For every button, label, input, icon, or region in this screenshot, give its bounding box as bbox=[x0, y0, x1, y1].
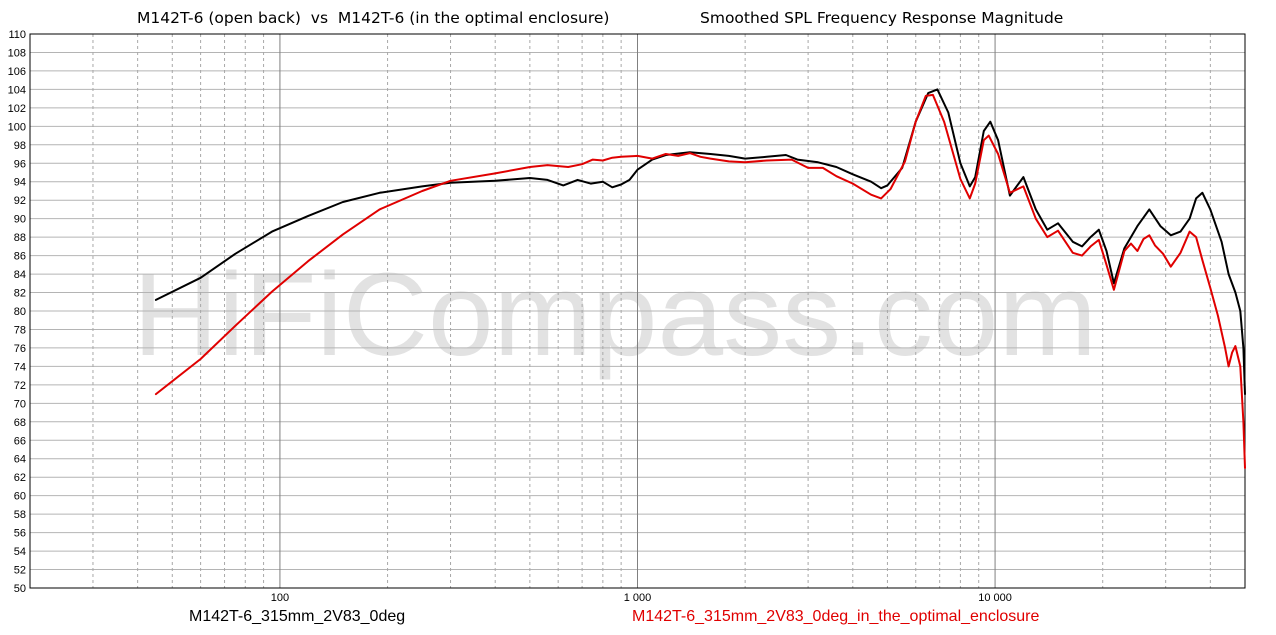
y-tick-label: 54 bbox=[14, 546, 26, 558]
y-tick-label: 72 bbox=[14, 380, 26, 392]
x-tick-label: 1 000 bbox=[624, 592, 652, 604]
y-tick-label: 100 bbox=[8, 121, 26, 133]
legend-entry-enclosure: M142T-6_315mm_2V83_0deg_in_the_optimal_e… bbox=[632, 608, 1040, 625]
y-tick-label: 50 bbox=[14, 583, 26, 595]
y-axis-ticks: 50 52 54 56 58 60 62 64 66 68 70 72 74 76 78 80 82 84 86 88… bbox=[8, 29, 26, 595]
grid-major bbox=[279, 34, 996, 588]
y-tick-label: 80 bbox=[14, 306, 26, 318]
y-tick-label: 104 bbox=[8, 84, 26, 96]
y-tick-label: 60 bbox=[14, 491, 26, 503]
y-tick-label: 78 bbox=[14, 324, 26, 336]
y-tick-label: 62 bbox=[14, 472, 26, 484]
y-tick-label: 74 bbox=[14, 361, 26, 373]
y-tick-label: 70 bbox=[14, 398, 26, 410]
y-tick-label: 84 bbox=[14, 269, 26, 281]
plot-frame bbox=[29, 33, 1246, 589]
series-line-enclosure bbox=[154, 93, 1246, 469]
y-tick-label: 102 bbox=[8, 103, 26, 115]
y-tick-label: 88 bbox=[14, 232, 26, 244]
x-axis-ticks: 100 1 000 10 000 bbox=[271, 592, 1012, 604]
chart-subtitle: Smoothed SPL Frequency Response Magnitud… bbox=[700, 9, 1064, 27]
y-tick-label: 108 bbox=[8, 47, 26, 59]
y-tick-label: 106 bbox=[8, 66, 26, 78]
y-tick-label: 58 bbox=[14, 509, 26, 521]
series-layer bbox=[154, 88, 1246, 469]
y-tick-label: 98 bbox=[14, 140, 26, 152]
watermark-text: HiFiCompass.com bbox=[133, 249, 1097, 381]
y-tick-label: 110 bbox=[8, 29, 26, 41]
y-tick-label: 92 bbox=[14, 195, 26, 207]
y-tick-label: 82 bbox=[14, 288, 26, 300]
chart-title: M142T-6 (open back) vs M142T-6 (in the o… bbox=[137, 9, 610, 27]
y-tick-label: 52 bbox=[14, 565, 26, 577]
y-tick-label: 90 bbox=[14, 214, 26, 226]
y-tick-label: 66 bbox=[14, 435, 26, 447]
y-tick-label: 56 bbox=[14, 528, 26, 540]
y-tick-label: 96 bbox=[14, 158, 26, 170]
y-tick-label: 64 bbox=[14, 454, 26, 466]
x-tick-label: 10 000 bbox=[978, 592, 1012, 604]
y-tick-label: 68 bbox=[14, 417, 26, 429]
y-tick-label: 86 bbox=[14, 251, 26, 263]
y-tick-label: 76 bbox=[14, 343, 26, 355]
legend-entry-open-back: M142T-6_315mm_2V83_0deg bbox=[189, 608, 406, 625]
x-tick-label: 100 bbox=[271, 592, 289, 604]
y-tick-label: 94 bbox=[14, 177, 26, 189]
